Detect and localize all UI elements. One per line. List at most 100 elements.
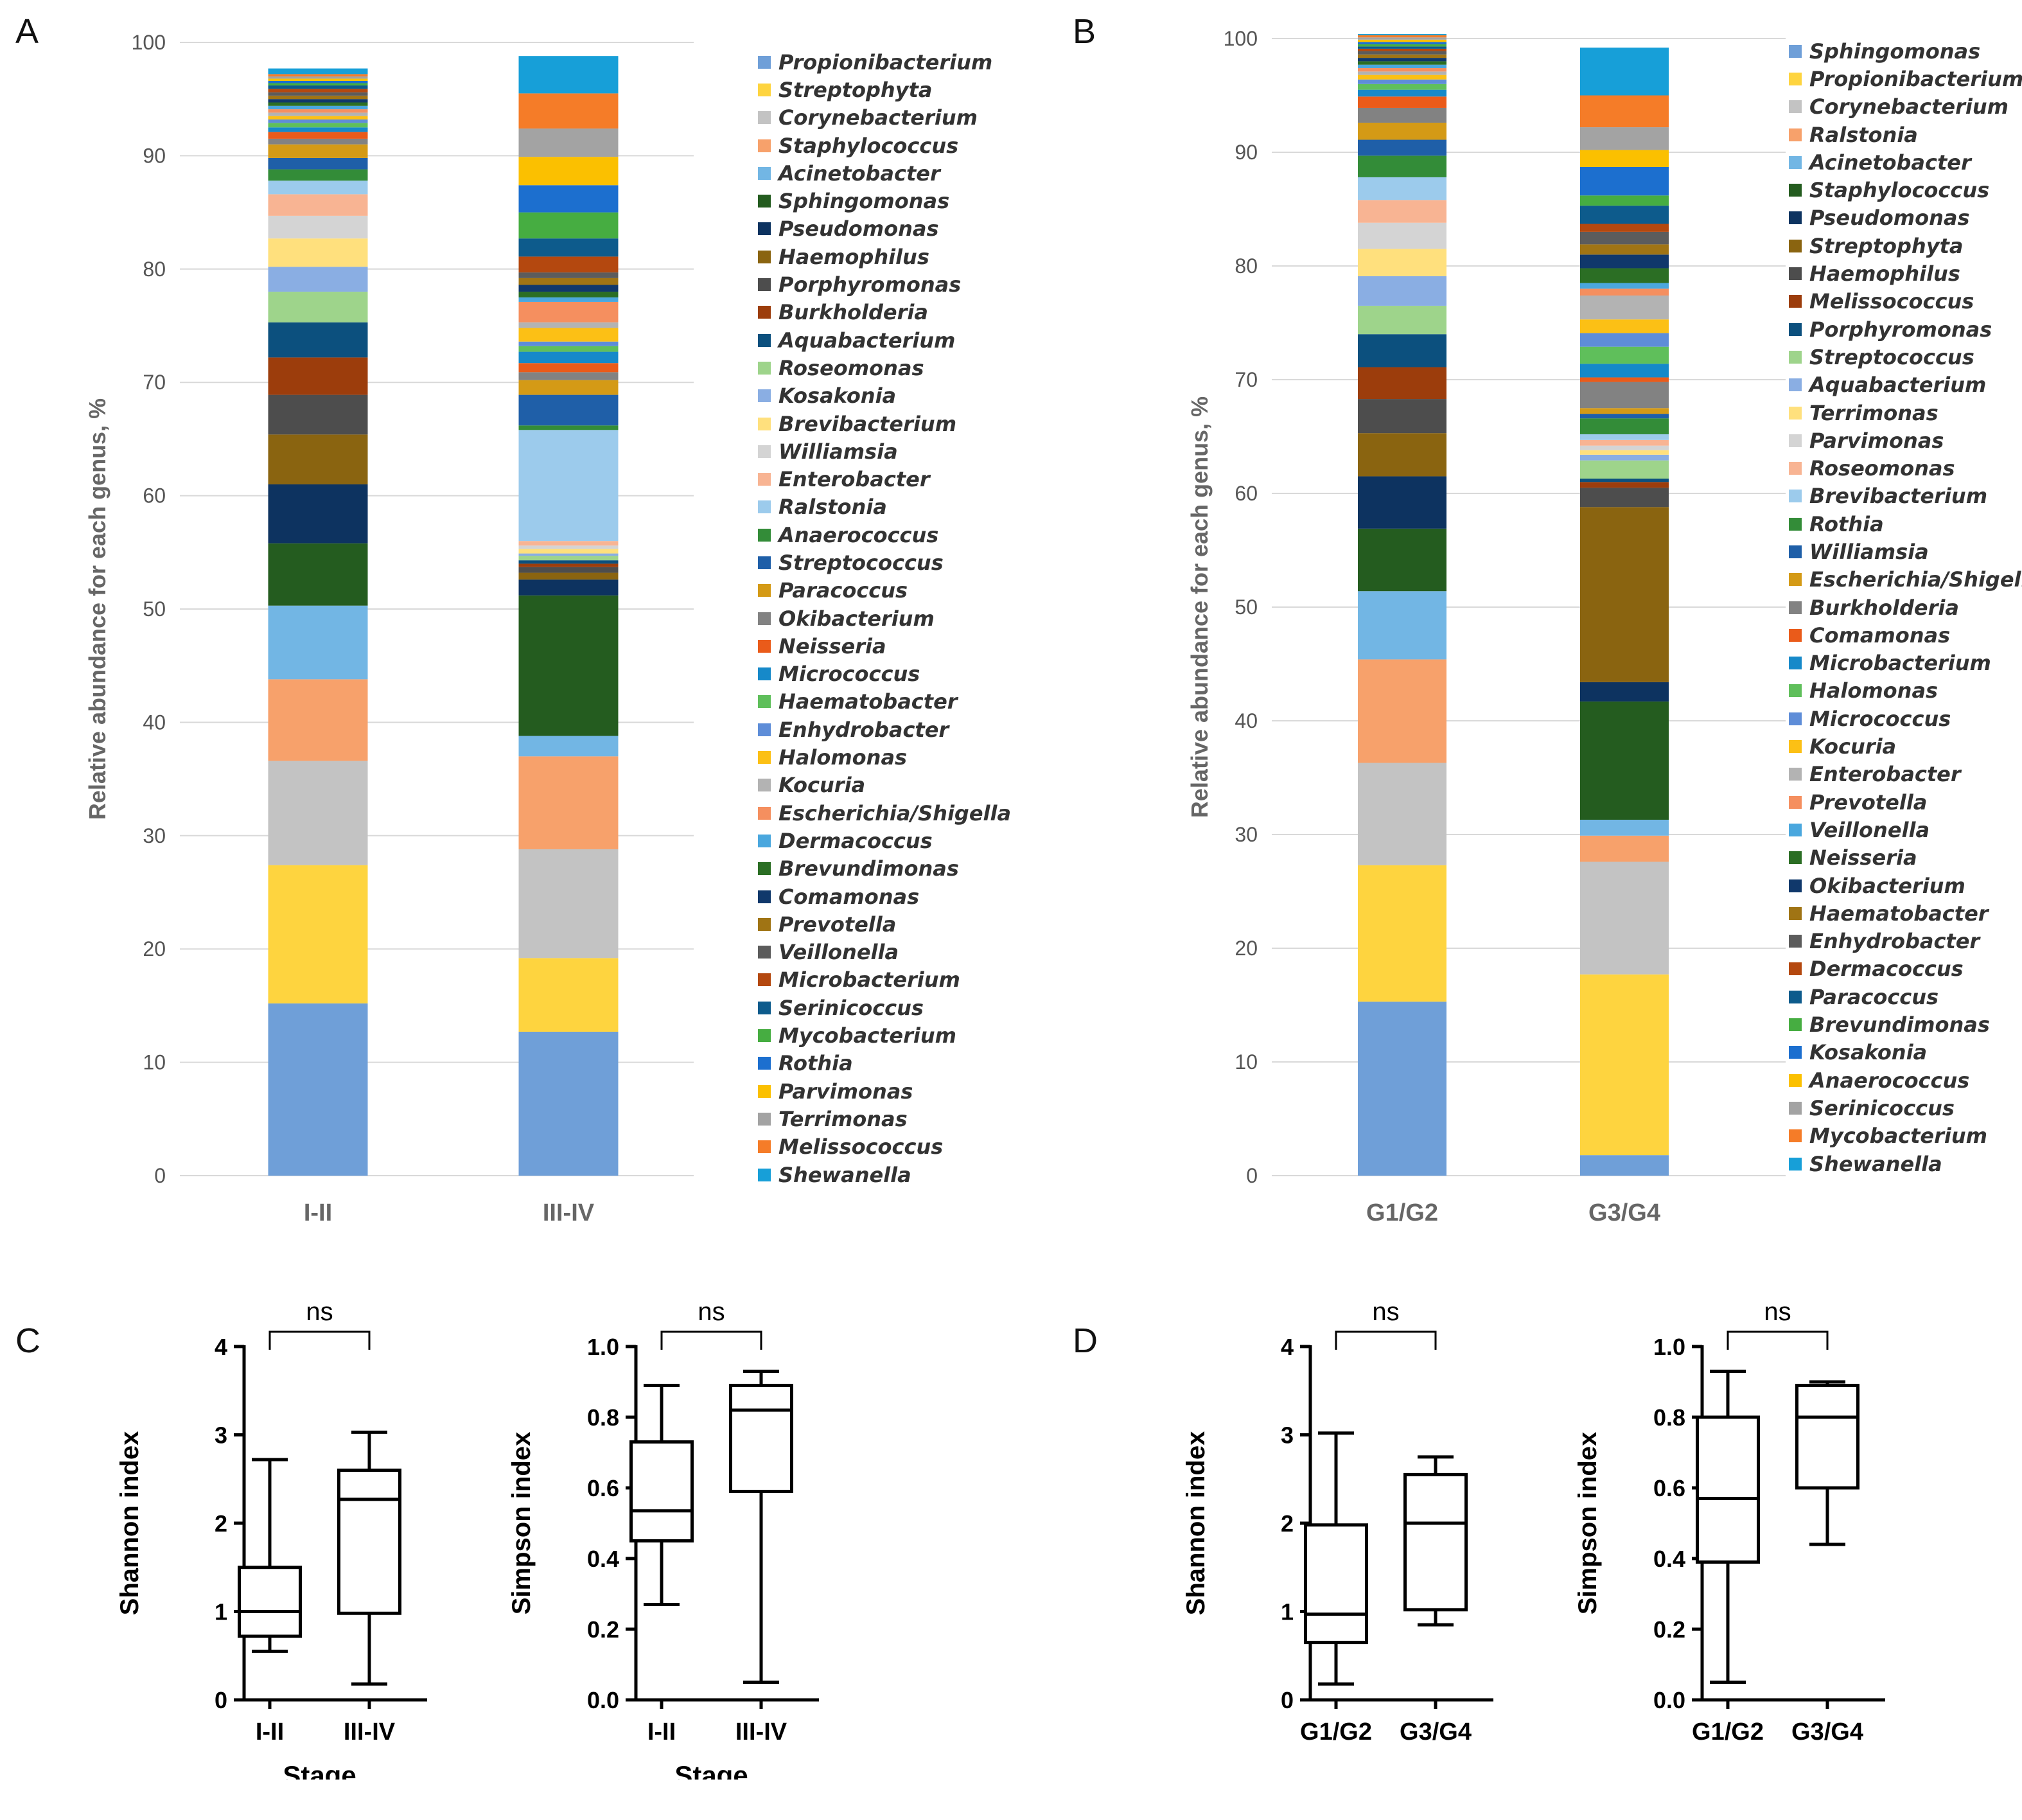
legend-swatch — [1789, 740, 1802, 754]
legend-item-veillonella: Veillonella — [1789, 816, 2022, 844]
legend-swatch — [1789, 490, 1802, 503]
legend-item-burkholderia: Burkholderia — [1789, 594, 2022, 621]
box-plot-c-shannon: 0 1 2 3 4 Shannon index I-II III-IV ns Stage — [116, 1298, 427, 1780]
bar-segment-dermacoccus-iii-iv — [518, 297, 619, 302]
legend-swatch — [1789, 795, 1802, 809]
y-tick-label: 0.2 — [1653, 1616, 1685, 1643]
significance-bracket — [660, 1330, 762, 1350]
significance-label: ns — [698, 1298, 725, 1326]
bar-segment-streptophyta-g1-g2 — [1358, 433, 1446, 477]
y-axis-label: Relative abundance for each genus, % — [84, 398, 110, 820]
bar-segment-haemophilus-g3-g4 — [1580, 488, 1669, 508]
legend-label: Streptococcus — [1809, 344, 1974, 369]
legend-item-halomonas: Halomonas — [758, 743, 1011, 771]
legend-label: Escherichia/Shigella — [1809, 567, 2022, 592]
legend-label: Staphylococcus — [1809, 178, 1990, 203]
bar-segment-corynebacterium-iii-iv — [518, 849, 619, 959]
legend-label: Acinetobacter — [1809, 150, 1971, 175]
legend-label: Comamonas — [1809, 623, 1951, 648]
legend-swatch — [1789, 1101, 1802, 1115]
bar-segment-haematobacter-g1-g2 — [1358, 54, 1446, 58]
bar-segment-haemophilus-i-ii — [268, 434, 368, 484]
y-tick-label: 70 — [1235, 368, 1258, 391]
box-iqr-g1-g2 — [1696, 1415, 1760, 1564]
legend-swatch — [1789, 434, 1802, 447]
legend-swatch — [758, 111, 771, 125]
legend-label: Pseudomonas — [1809, 206, 1970, 231]
legend-swatch — [1789, 628, 1802, 642]
bar-segment-aquabacterium-g3-g4 — [1580, 454, 1669, 461]
legend-label: Paracoccus — [1809, 984, 1939, 1009]
bar-segment-melissococcus-iii-iv — [518, 93, 619, 129]
legend-label: Enhydrobacter — [1809, 929, 1980, 954]
legend-item-halomonas: Halomonas — [1789, 677, 2022, 705]
legend-swatch — [758, 1057, 771, 1070]
legend-swatch — [758, 528, 771, 542]
legend-label: Prevotella — [778, 912, 897, 937]
legend-item-porphyromonas: Porphyromonas — [1789, 315, 2022, 343]
bar-segment-microbacterium-i-ii — [268, 89, 368, 93]
legend-label: Aquabacterium — [1809, 373, 1987, 398]
legend-swatch — [1789, 295, 1802, 308]
legend-swatch — [758, 890, 771, 903]
legend-label: Paracoccus — [778, 578, 908, 603]
y-tick-label: 0.0 — [1653, 1687, 1685, 1713]
legend-label: Ralstonia — [1809, 122, 1918, 147]
legend-item-pseudomonas: Pseudomonas — [758, 215, 1011, 243]
bar-segment-burkholderia-g3-g4 — [1580, 382, 1669, 409]
bar-segment-neisseria-g3-g4 — [1580, 268, 1669, 283]
legend-item-haemophilus: Haemophilus — [758, 243, 1011, 270]
legend-swatch — [758, 973, 771, 987]
legend-item-sphingomonas: Sphingomonas — [1789, 37, 2022, 65]
legend-swatch — [1789, 517, 1802, 531]
bar-segment-okibacterium-g1-g2 — [1358, 58, 1446, 62]
panel-label-a: A — [15, 12, 39, 51]
y-tick-label: 30 — [1235, 823, 1258, 846]
bar-segment-ralstonia-g3-g4 — [1580, 835, 1669, 862]
x-tick-label-g1-g2: G1/G2 — [1300, 1718, 1372, 1745]
legend-label: Streptophyta — [1809, 233, 1964, 258]
y-tick-label: 0.6 — [587, 1475, 619, 1501]
legend-swatch — [1789, 155, 1802, 169]
legend-swatch — [758, 834, 771, 847]
bar-segment-shewanella-i-ii — [268, 68, 368, 75]
bar-segment-okibacterium-i-ii — [268, 138, 368, 145]
x-tick-label-g1-g2: G1/G2 — [1366, 1199, 1438, 1226]
legend-swatch — [1789, 1046, 1802, 1059]
bar-segment-mycobacterium-g1-g2 — [1358, 35, 1446, 38]
legend-item-parvimonas: Parvimonas — [1789, 427, 2022, 454]
legend-swatch — [758, 806, 771, 820]
y-tick-label: 0 — [1246, 1164, 1258, 1187]
legend-label: Prevotella — [1809, 790, 1928, 815]
legend-item-rothia: Rothia — [758, 1050, 1011, 1077]
bar-segment-kosakonia-iii-iv — [518, 553, 619, 556]
bar-segment-streptococcus-i-ii — [268, 157, 368, 170]
bar-segment-staphylococcus-i-ii — [268, 679, 368, 761]
bar-segment-micrococcus-g1-g2 — [1358, 79, 1446, 84]
bar-segment-enterobacter-iii-iv — [518, 541, 619, 546]
y-axis-label: Shannon index — [1182, 1431, 1210, 1616]
legend-label: Haemophilus — [1809, 261, 1960, 287]
legend-item-sphingomonas: Sphingomonas — [758, 187, 1011, 215]
bar-segment-shewanella-iii-iv — [518, 56, 619, 94]
bar-segment-ralstonia-iii-iv — [518, 430, 619, 542]
legend-label: Microbacterium — [1809, 651, 1991, 676]
legend-label: Comamonas — [778, 884, 920, 909]
legend-label: Streptophyta — [778, 77, 933, 102]
legend-item-escherichia-shigella: Escherichia/Shigella — [758, 799, 1011, 827]
legend-label: Halomonas — [778, 745, 908, 770]
legend-item-brevibacterium: Brevibacterium — [1789, 482, 2022, 510]
x-tick-label-g3-g4: G3/G4 — [1791, 1718, 1863, 1745]
legend-item-veillonella: Veillonella — [758, 939, 1011, 966]
legend-swatch — [758, 695, 771, 709]
legend-swatch — [758, 389, 771, 403]
box-iqr-g3-g4 — [1795, 1384, 1859, 1490]
bar-segment-kosakonia-i-ii — [268, 267, 368, 292]
legend-item-streptococcus: Streptococcus — [758, 549, 1011, 576]
bar-segment-veillonella-iii-iv — [518, 272, 619, 278]
legend-swatch — [758, 83, 771, 96]
y-tick-label: 2 — [215, 1510, 227, 1537]
legend-swatch — [1789, 768, 1802, 781]
y-tick-label: 80 — [143, 258, 166, 281]
legend-swatch — [758, 278, 771, 292]
